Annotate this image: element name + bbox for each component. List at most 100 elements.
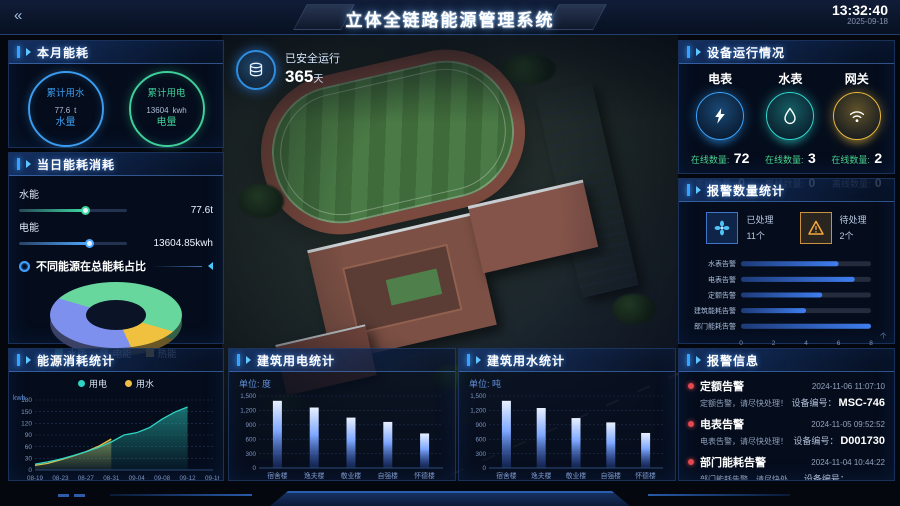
arrow-right-icon <box>696 48 701 56</box>
back-button[interactable]: « <box>14 7 22 24</box>
footer-line-left <box>110 494 252 496</box>
alarm-device-id: D001730 <box>840 435 885 447</box>
online-count: 2 <box>874 150 883 166</box>
slider-knob[interactable] <box>85 238 95 248</box>
decor-line <box>152 265 202 267</box>
svg-text:600: 600 <box>245 436 256 443</box>
legend-item[interactable]: 用水 <box>125 377 154 390</box>
trend-legend: 用电 用水 <box>9 372 223 390</box>
panel-header: 当日能耗消耗 <box>9 153 223 176</box>
footer-decoration <box>0 481 900 506</box>
header-accent <box>17 46 20 58</box>
svg-text:1,200: 1,200 <box>240 408 256 415</box>
svg-text:自强楼: 自强楼 <box>601 471 622 480</box>
alarm-desc: 电表告警，请尽快处理！ <box>700 437 788 446</box>
svg-text:宿舍楼: 宿舍楼 <box>267 471 288 480</box>
footer-dash <box>74 494 85 497</box>
svg-text:150: 150 <box>21 409 32 416</box>
panel-header: 建筑用电统计 <box>229 349 455 372</box>
arrow-right-icon <box>246 356 251 364</box>
water-slider-value: 77.6t <box>190 205 213 216</box>
svg-text:09-12: 09-12 <box>180 475 197 482</box>
svg-text:08-31: 08-31 <box>103 475 120 482</box>
online-label: 在线数量: <box>831 155 870 165</box>
arrow-left-icon <box>208 262 213 270</box>
water-slider-label: 水能 <box>19 190 39 201</box>
svg-text:1,200: 1,200 <box>470 408 486 415</box>
svg-text:90: 90 <box>25 432 33 439</box>
panel-header: 报警信息 <box>679 349 894 372</box>
device-water-meter: 水表 在线数量: 3 离线数量: 0 <box>765 70 816 195</box>
svg-text:部门能耗告警: 部门能耗告警 <box>694 322 736 331</box>
panel-title: 报警数量统计 <box>707 183 786 198</box>
alarm-device: 设备编号： D001730 <box>793 435 885 447</box>
warning-icon <box>799 212 832 244</box>
alarm-list-item[interactable]: 定额告警 2024-11-06 11:07:10 定额告警，请尽快处理！ 设备编… <box>679 374 894 412</box>
alert-dot-icon <box>688 459 694 465</box>
safe-run-unit: 天 <box>313 73 324 85</box>
page-title: 立体全链路能源管理系统 <box>345 11 555 30</box>
alarm-desc: 部门能耗告警，请尽快处理！ <box>700 475 788 480</box>
legend-label: 用电 <box>88 379 107 389</box>
svg-text:600: 600 <box>475 436 486 443</box>
svg-text:逸夫楼: 逸夫楼 <box>531 471 552 480</box>
water-slider[interactable] <box>19 205 127 215</box>
slider-knob[interactable] <box>80 205 90 215</box>
svg-text:0: 0 <box>252 465 256 472</box>
processed-stat: 已处理 11个 <box>706 212 774 244</box>
svg-text:宿舍楼: 宿舍楼 <box>496 471 517 480</box>
svg-text:180: 180 <box>21 397 32 404</box>
svg-text:水表告警: 水表告警 <box>708 259 736 268</box>
panel-building-electricity: 建筑用电统计 单位: 度 0 300 600 900 1,200 1,500 宿舍楼 逸夫楼 敬… <box>228 348 456 481</box>
panel-header: 本月能耗 <box>9 41 223 64</box>
alarm-device-id: MSC-746 <box>838 397 885 409</box>
electricity-slider-value: 13604.85kwh <box>153 238 214 249</box>
svg-text:09-08: 09-08 <box>154 475 171 482</box>
svg-text:09-16: 09-16 <box>205 475 219 482</box>
gauge-value: 13604 <box>146 105 169 115</box>
svg-text:2: 2 <box>772 340 776 347</box>
svg-text:建筑能耗告警: 建筑能耗告警 <box>694 306 736 315</box>
svg-text:6: 6 <box>837 340 841 347</box>
arrow-right-icon <box>476 356 481 364</box>
fan-icon <box>706 212 739 244</box>
alarm-list-item[interactable]: 部门能耗告警 2024-11-04 10:44:22 部门能耗告警，请尽快处理！… <box>679 450 894 480</box>
unit-label: 单位: 度 <box>239 379 272 389</box>
lightning-icon <box>696 92 745 140</box>
gauge-label: 累计用电 <box>147 88 186 100</box>
pending-label: 待处理 <box>839 214 867 225</box>
electricity-slider-label: 电能 <box>19 223 39 234</box>
svg-text:8: 8 <box>869 340 873 347</box>
online-label: 在线数量: <box>690 155 730 165</box>
panel-title: 设备运行情况 <box>707 45 786 60</box>
safe-run-badge: 已安全运行 365天 <box>236 50 340 90</box>
panel-energy-trend: 能源消耗统计 用电 用水 0 30 60 90 120 150 180 kwh 08-19 08-… <box>8 348 224 482</box>
electricity-slider[interactable] <box>19 238 127 248</box>
panel-title: 本月能耗 <box>37 45 90 60</box>
header-accent <box>17 354 20 366</box>
panel-monthly-energy: 本月能耗 累计用水 77.6 t 水量 累计用电 13604 kwh 电量 <box>8 40 224 148</box>
header-accent <box>687 354 690 366</box>
electricity-gauge: 累计用电 13604 kwh 电量 <box>128 71 205 147</box>
building-electricity-chart: 0 300 600 900 1,200 1,500 宿舍楼 逸夫楼 敬业楼 自强楼 怀德楼 <box>240 393 443 480</box>
header-accent <box>687 184 690 196</box>
online-count: 72 <box>733 150 750 166</box>
alarm-list-item[interactable]: 电表告警 2024-11-05 09:52:52 电表告警，请尽快处理！ 设备编… <box>679 412 894 450</box>
building-water-chart: 0 300 600 900 1,200 1,500 宿舍楼 逸夫楼 敬业楼 自强楼 怀德楼 <box>470 393 663 480</box>
panel-alarm-stats: 报警数量统计 已处理 11个 <box>678 178 895 347</box>
alarm-time: 2024-11-04 10:44:22 <box>811 457 885 467</box>
legend-item[interactable]: 用电 <box>77 377 107 390</box>
panel-header: 能源消耗统计 <box>9 349 223 372</box>
database-icon <box>236 50 276 90</box>
panel-title: 报警信息 <box>707 353 760 368</box>
svg-text:1,500: 1,500 <box>240 393 256 400</box>
target-circle-icon <box>19 260 30 272</box>
slider-fill <box>19 209 86 212</box>
online-label: 在线数量: <box>765 155 804 165</box>
panel-header: 设备运行情况 <box>679 41 894 64</box>
svg-text:30: 30 <box>25 456 33 463</box>
alert-dot-icon <box>688 421 694 427</box>
pending-stat: 待处理 2个 <box>799 212 867 244</box>
svg-text:自强楼: 自强楼 <box>378 471 399 480</box>
